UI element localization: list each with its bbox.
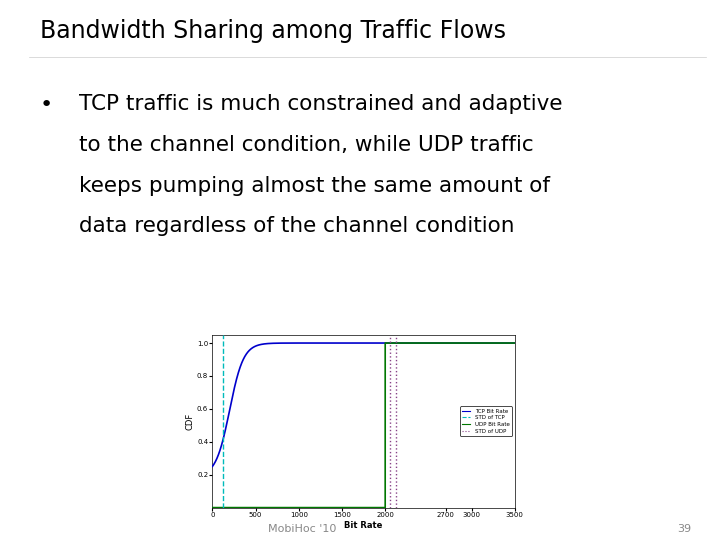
X-axis label: Bit Rate: Bit Rate xyxy=(344,521,383,530)
Text: to the channel condition, while UDP traffic: to the channel condition, while UDP traf… xyxy=(79,135,534,155)
Text: •: • xyxy=(40,94,53,114)
Text: TCP traffic is much constrained and adaptive: TCP traffic is much constrained and adap… xyxy=(79,94,563,114)
Text: MobiHoc '10: MobiHoc '10 xyxy=(269,523,336,534)
Text: data regardless of the channel condition: data regardless of the channel condition xyxy=(79,216,515,236)
Text: keeps pumping almost the same amount of: keeps pumping almost the same amount of xyxy=(79,176,550,195)
Legend: TCP Bit Rate, STD of TCP, UDP Bit Rate, STD of UDP: TCP Bit Rate, STD of TCP, UDP Bit Rate, … xyxy=(460,407,512,436)
Text: 39: 39 xyxy=(677,523,691,534)
Y-axis label: CDF: CDF xyxy=(185,413,194,430)
Text: Bandwidth Sharing among Traffic Flows: Bandwidth Sharing among Traffic Flows xyxy=(40,19,505,43)
